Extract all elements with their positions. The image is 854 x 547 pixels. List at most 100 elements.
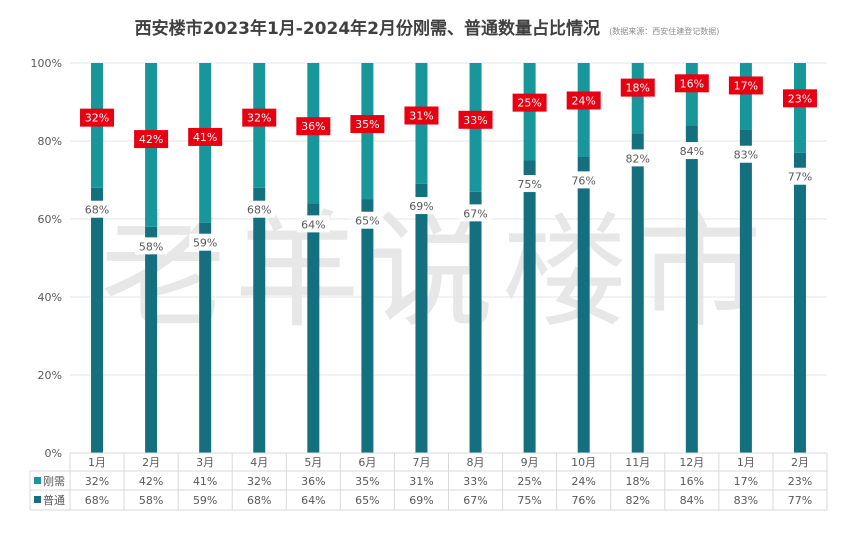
ordinary-label-bg bbox=[405, 197, 438, 215]
rigid-data-label: 23% bbox=[788, 92, 812, 105]
rigid-label-bg bbox=[458, 110, 493, 129]
table-cell-rigid: 35% bbox=[355, 475, 379, 488]
y-tick-label: 20% bbox=[38, 369, 62, 382]
table-cell-ordinary: 77% bbox=[788, 494, 812, 507]
table-cell-rigid: 31% bbox=[409, 475, 433, 488]
x-tick-label: 2月 bbox=[142, 456, 160, 469]
table-cell-rigid: 32% bbox=[85, 475, 109, 488]
rigid-data-label: 32% bbox=[85, 112, 109, 125]
table-cell-rigid: 16% bbox=[680, 475, 704, 488]
bar-rigid bbox=[739, 63, 752, 130]
ordinary-label-bg bbox=[135, 237, 168, 255]
x-tick-label: 11月 bbox=[625, 456, 650, 469]
table-cell-rigid: 41% bbox=[193, 475, 217, 488]
rigid-data-label: 16% bbox=[680, 77, 704, 90]
bar-ordinary bbox=[631, 133, 644, 453]
bar-rigid bbox=[685, 63, 698, 126]
ordinary-data-label: 59% bbox=[193, 237, 217, 250]
table-cell-rigid: 33% bbox=[463, 475, 487, 488]
bar-rigid bbox=[577, 63, 590, 157]
table-cell-rigid: 17% bbox=[734, 475, 758, 488]
bar-ordinary bbox=[577, 156, 590, 453]
rigid-data-label: 31% bbox=[409, 109, 433, 122]
ordinary-label-bg bbox=[243, 200, 276, 218]
row-header-ordinary: 普通 bbox=[43, 493, 65, 507]
x-tick-label: 7月 bbox=[412, 456, 430, 469]
ordinary-data-label: 83% bbox=[734, 149, 758, 162]
x-tick-label: 3月 bbox=[196, 456, 214, 469]
rigid-data-label: 42% bbox=[139, 133, 163, 146]
rigid-data-label: 41% bbox=[193, 131, 217, 144]
x-tick-label: 2月 bbox=[791, 456, 809, 469]
chart-title: 西安楼市2023年1月-2024年2月份刚需、普通数量占比情况 bbox=[134, 19, 600, 39]
rigid-label-bg bbox=[296, 117, 331, 136]
ordinary-data-label: 82% bbox=[626, 152, 650, 165]
rigid-label-bg bbox=[512, 93, 547, 112]
y-tick-label: 40% bbox=[38, 291, 62, 304]
table-cell-rigid: 23% bbox=[788, 475, 812, 488]
rigid-label-bg bbox=[728, 76, 763, 95]
ordinary-data-label: 64% bbox=[301, 218, 325, 231]
rigid-label-bg bbox=[674, 74, 709, 93]
rigid-label-bg bbox=[134, 130, 169, 149]
ordinary-label-bg bbox=[297, 215, 330, 233]
rigid-label-bg bbox=[566, 91, 601, 110]
ordinary-data-label: 69% bbox=[409, 200, 433, 213]
ordinary-label-bg bbox=[189, 233, 222, 251]
bar-ordinary bbox=[361, 199, 374, 453]
rigid-data-label: 18% bbox=[626, 82, 650, 95]
y-tick-label: 80% bbox=[38, 135, 62, 148]
table-cell-ordinary: 75% bbox=[517, 494, 541, 507]
table-cell-ordinary: 76% bbox=[571, 494, 595, 507]
table-cell-ordinary: 84% bbox=[680, 494, 704, 507]
table-cell-rigid: 42% bbox=[139, 475, 163, 488]
bar-ordinary bbox=[523, 160, 536, 453]
x-tick-label: 6月 bbox=[358, 456, 376, 469]
bar-rigid bbox=[523, 63, 536, 161]
legend-swatch-rigid bbox=[34, 477, 41, 484]
rigid-label-bg bbox=[80, 108, 115, 127]
rigid-label-bg bbox=[188, 127, 223, 146]
table-cell-ordinary: 69% bbox=[409, 494, 433, 507]
table-cell-ordinary: 58% bbox=[139, 494, 163, 507]
table-cell-ordinary: 67% bbox=[463, 494, 487, 507]
ordinary-label-bg bbox=[351, 211, 384, 229]
ordinary-data-label: 77% bbox=[788, 171, 812, 184]
ordinary-label-bg bbox=[81, 200, 114, 218]
row-header-rigid: 刚需 bbox=[43, 475, 65, 488]
rigid-data-label: 24% bbox=[571, 94, 595, 107]
ordinary-label-bg bbox=[783, 167, 816, 185]
bar-ordinary bbox=[199, 222, 212, 453]
ordinary-data-label: 58% bbox=[139, 240, 163, 253]
x-tick-label: 8月 bbox=[467, 456, 485, 469]
x-tick-label: 12月 bbox=[679, 456, 704, 469]
bar-rigid bbox=[793, 63, 806, 153]
x-tick-label: 1月 bbox=[88, 456, 106, 469]
x-tick-label: 5月 bbox=[304, 456, 322, 469]
rigid-data-label: 33% bbox=[463, 114, 487, 127]
rigid-data-label: 25% bbox=[517, 97, 541, 110]
ordinary-data-label: 65% bbox=[355, 215, 379, 228]
ordinary-data-label: 84% bbox=[680, 145, 704, 158]
bar-ordinary bbox=[415, 183, 428, 453]
ordinary-data-label: 76% bbox=[571, 174, 595, 187]
rigid-label-bg bbox=[782, 89, 817, 108]
rigid-data-label: 35% bbox=[355, 118, 379, 131]
ordinary-label-bg bbox=[729, 145, 762, 163]
rigid-data-label: 17% bbox=[734, 79, 758, 92]
rigid-label-bg bbox=[620, 78, 655, 97]
ordinary-data-label: 67% bbox=[463, 207, 487, 220]
rigid-label-bg bbox=[242, 108, 277, 127]
table-cell-ordinary: 82% bbox=[626, 494, 650, 507]
x-tick-label: 4月 bbox=[250, 456, 268, 469]
y-tick-label: 60% bbox=[38, 213, 62, 226]
table-cell-rigid: 25% bbox=[517, 475, 541, 488]
bar-ordinary bbox=[469, 191, 482, 453]
rigid-data-label: 36% bbox=[301, 120, 325, 133]
bar-ordinary bbox=[145, 226, 158, 453]
ordinary-data-label: 68% bbox=[247, 204, 271, 217]
title-block: 西安楼市2023年1月-2024年2月份刚需、普通数量占比情况 (数据来源：西安… bbox=[0, 14, 854, 39]
source-note: (数据来源：西安住建登记数据) bbox=[609, 27, 720, 36]
y-tick-label: 0% bbox=[45, 447, 62, 460]
